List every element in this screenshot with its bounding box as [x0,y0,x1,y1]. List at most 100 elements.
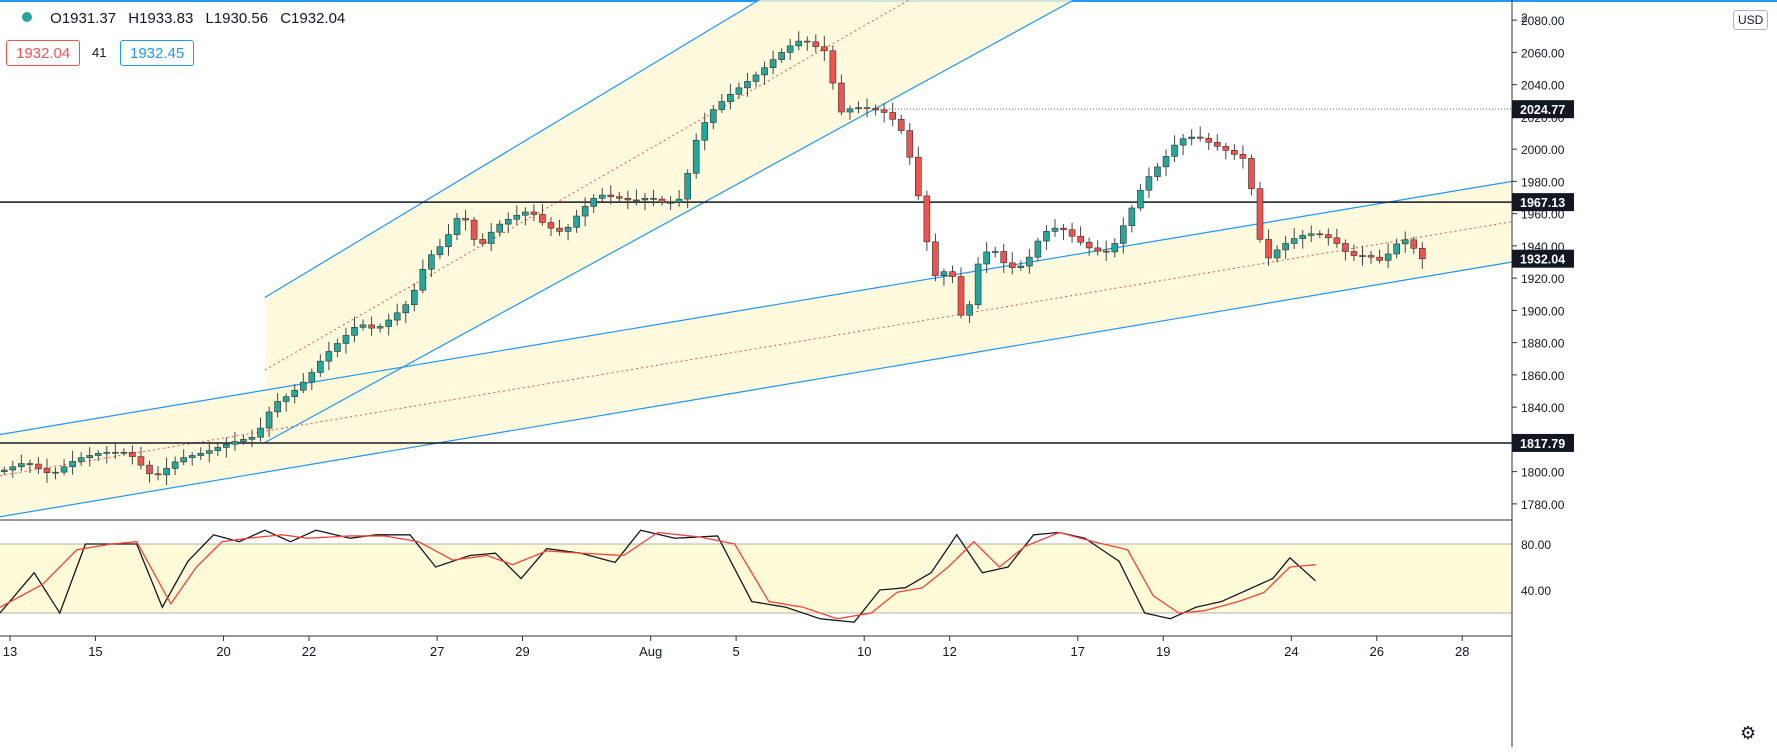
candle-body [564,227,572,232]
candle-body [359,324,367,328]
candle-body [77,457,85,462]
candle-body [658,198,666,203]
ohlc-high: H1933.83 [128,10,194,27]
stoch-line-1 [0,531,1316,620]
channel-0-upper-line[interactable] [0,180,1513,436]
candle-body [573,215,580,228]
candle-body [547,222,555,229]
candle-body [556,227,563,232]
candle-body [923,195,931,243]
candle-body [487,231,495,244]
candle-body [1068,229,1076,237]
candle-body [137,456,145,466]
candle-body [60,466,68,473]
candle-body [1239,154,1247,159]
symbol-status-icon [22,12,32,22]
candle-body [1205,137,1213,143]
candle-body [120,451,128,454]
candle-body [1359,255,1366,257]
candle-body [974,263,982,306]
candle-body [1077,235,1084,243]
price-tick-label: 1920.00 [1521,272,1565,286]
candle-body [240,439,247,442]
sell-price-button[interactable]: 1932.04 [6,40,81,66]
candle-body [26,463,34,465]
candle-body [496,223,504,233]
price-tick-label: 2040.00 [1521,79,1565,93]
price-tick-label-top: 2 [1521,11,1528,25]
candle-body [171,461,179,469]
candle-body [1350,251,1358,256]
candle-body [368,324,375,329]
candle-body [829,50,837,84]
currency-button[interactable]: USD [1733,10,1769,30]
candle-body [709,109,717,123]
price-label-box[interactable] [1512,249,1574,268]
price-label-box[interactable] [1512,100,1574,119]
price-tick-label: 1980.00 [1521,175,1565,189]
candle-body [470,219,478,240]
candle-body [1401,239,1409,245]
candle-body [1222,146,1230,151]
price-label-text: 1932.04 [1520,253,1565,267]
candle-body [18,463,25,468]
candle-body [1034,240,1042,258]
ohlc-legend: O1931.37 H1933.83 L1930.56 C1932.04 [22,10,353,27]
candle-body [530,211,538,215]
price-label-text: 2024.77 [1520,103,1565,117]
candle-body [641,198,649,201]
price-tick-label: 2080.00 [1521,14,1565,28]
candle-body [1008,262,1016,268]
price-tick-label: 1780.00 [1521,498,1565,512]
time-tick-label: 24 [1284,644,1298,659]
candle-body [214,447,222,451]
candle-body [539,214,546,223]
candle-body [1282,243,1289,251]
candle-body [957,276,965,316]
candle-body [462,218,469,221]
candle-body [86,455,93,458]
channel-1-lower-line[interactable] [264,0,1512,444]
candle-body [1333,237,1341,244]
candle-body [761,67,768,76]
candle-body [453,218,461,235]
price-tick-label: 1900.00 [1521,304,1565,318]
price-label-text: 1967.13 [1520,196,1565,210]
candle-body [1419,247,1426,260]
candle-body [9,466,17,471]
candle-body [1085,241,1093,249]
candle-body [205,450,213,454]
candle-body [1316,233,1324,236]
channel-1-upper-line[interactable] [264,0,1512,298]
candle-body [650,198,657,200]
price-label-box[interactable] [1512,193,1574,212]
candle-body [769,59,777,68]
channel-0-lower-line[interactable] [0,261,1513,518]
candle-body [1342,243,1349,252]
candle-body [906,130,914,158]
time-tick-label: 22 [302,644,316,659]
time-tick-label: 15 [88,644,102,659]
candle-body [863,107,871,109]
time-tick-label: 12 [942,644,956,659]
candle-body [248,436,256,440]
stoch-band [0,544,1512,613]
candle-body [479,239,486,244]
candle-body [1213,141,1221,147]
candle-body [1137,189,1144,209]
candle-body [188,455,196,458]
gear-icon[interactable]: ⚙ [1740,723,1757,743]
candle-body [1393,243,1400,255]
ohlc-low: L1930.56 [205,10,269,27]
buy-price-button[interactable]: 1932.45 [120,40,195,66]
candle-body [129,451,136,457]
price-tick-label: 1860.00 [1521,369,1565,383]
candle-body [897,118,905,131]
candle-body [419,268,427,291]
candle-body [1043,231,1050,242]
candle-body [1102,250,1110,253]
price-label-box[interactable] [1512,433,1574,452]
candle-body [334,343,341,352]
